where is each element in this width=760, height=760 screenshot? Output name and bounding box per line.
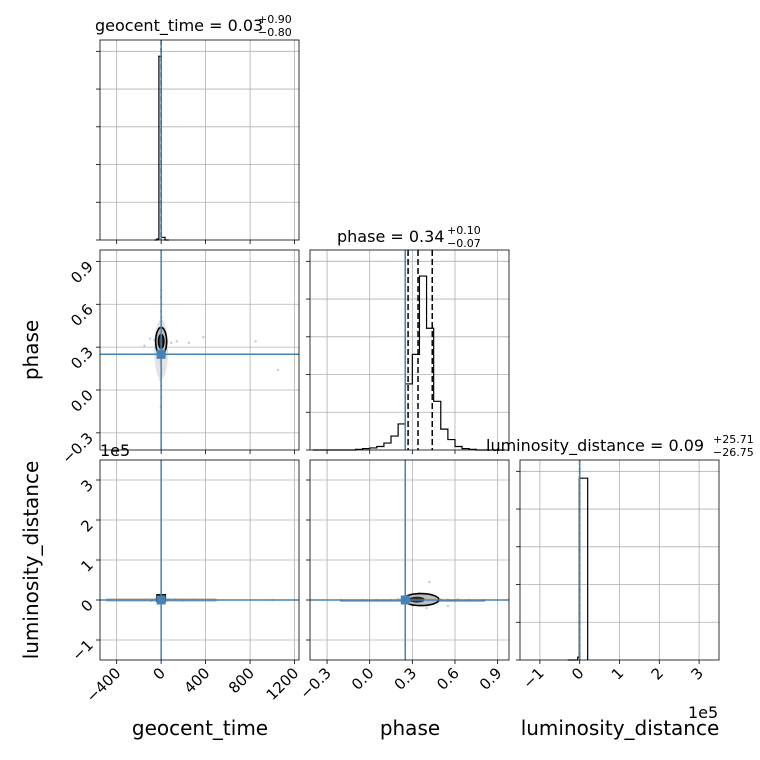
panel-ld-vs-phase-point-24: [446, 604, 450, 608]
panel-ld-vs-geocent-time-yticklabel-1: 0: [77, 596, 96, 615]
hist-geocent-time-bg: [100, 40, 299, 240]
panel-ld-vs-geocent-time-xticklabel-2: 400: [180, 664, 213, 697]
panel-ld-vs-geocent-time-yticklabel-3: 2: [77, 516, 96, 535]
title-geocent-time-minus: −0.80: [258, 26, 292, 39]
xlabel-luminosity-distance: luminosity_distance: [521, 716, 720, 740]
hist-luminosity-distance-xticklabel-4: 3: [687, 664, 706, 683]
panel-ld-vs-geocent-time-xticklabel-1: 0: [149, 664, 168, 683]
panel-phase-vs-geocent-time-border: [99, 249, 300, 451]
panel-ld-vs-phase-xticklabel-4: 0.9: [476, 664, 506, 694]
panel-ld-vs-geocent-time-yticklabel-2: 1: [77, 556, 96, 575]
panel-ld-vs-geocent-time-yticklabel-0: −1: [68, 636, 96, 664]
panel-phase-vs-geocent-time-point-28: [254, 340, 257, 343]
hist-geocent-time-step: [154, 55, 169, 241]
panel-phase-vs-geocent-time-yticklabel-0: −0.3: [58, 429, 96, 467]
panel-ld-vs-geocent-time-yticklabel-4: 3: [77, 476, 96, 495]
panel-phase-vs-geocent-time-yticklabel-4: 0.9: [67, 258, 97, 288]
hist-luminosity-distance-xticklabel-1: 0: [568, 664, 587, 683]
hist-luminosity-distance-xticklabel-3: 2: [648, 664, 667, 683]
offset-text-x: 1e5: [688, 703, 718, 722]
panel-phase-vs-geocent-time-yticklabel-3: 0.6: [67, 300, 97, 330]
xlabel-geocent-time: geocent_time: [132, 716, 268, 740]
panel-phase-vs-geocent-time-truth-marker: [156, 349, 166, 359]
panel-ld-vs-phase-xticklabel-1: 0.0: [348, 664, 378, 694]
hist-phase-border: [309, 249, 510, 451]
panel-phase-vs-geocent-time-point-29: [276, 368, 280, 372]
panel-phase-vs-geocent-time-point-22: [169, 341, 173, 345]
panel-phase-vs-geocent-time-yticklabel-2: 0.3: [67, 343, 97, 373]
panel-phase-vs-geocent-time-point-25: [143, 344, 146, 347]
panel-ld-vs-phase-point-23: [428, 580, 431, 584]
panel-ld-vs-geocent-time-xticklabel-4: 1200: [263, 664, 303, 704]
panel-ld-vs-phase-xticklabel-2: 0.3: [391, 664, 421, 694]
panel-phase-vs-geocent-time-bg: [100, 250, 299, 450]
panel-phase-vs-geocent-time-yticklabel-1: 0.0: [67, 386, 97, 416]
panel-ld-vs-phase-truth-marker: [400, 595, 410, 605]
title-geocent-time-plus: +0.90: [258, 13, 292, 26]
xlabel-phase: phase: [380, 716, 440, 740]
panel-ld-vs-geocent-time-xticklabel-0: −400: [83, 664, 125, 706]
panel-ld-vs-phase-point-22: [425, 606, 428, 610]
title-geocent-time: geocent_time = 0.03: [95, 16, 263, 36]
panel-phase-vs-geocent-time-point-26: [187, 341, 191, 345]
offset-text-y: 1e5: [100, 441, 130, 460]
panel-ld-vs-geocent-time-xticklabel-3: 800: [225, 664, 258, 697]
title-luminosity-distance-plus: +25.71: [713, 433, 754, 446]
title-luminosity-distance-minus: −26.75: [713, 446, 754, 459]
title-phase-minus: −0.07: [447, 237, 481, 250]
ylabel-phase: phase: [19, 320, 43, 380]
hist-phase-bg: [310, 250, 509, 450]
title-luminosity-distance: luminosity_distance = 0.09: [486, 436, 704, 456]
panel-ld-vs-phase-xticklabel-0: −0.3: [296, 664, 334, 702]
hist-geocent-time-border: [99, 39, 300, 241]
panel-ld-vs-geocent-time-truth-marker: [156, 595, 166, 605]
hist-phase-step: [312, 275, 505, 451]
hist-luminosity-distance-xticklabel-0: −1: [519, 664, 547, 692]
panel-phase-vs-geocent-time-point-27: [202, 335, 205, 339]
panel-phase-vs-geocent-time-point-24: [175, 340, 178, 343]
ylabel-luminosity-distance: luminosity_distance: [19, 461, 43, 660]
panel-ld-vs-phase-xticklabel-3: 0.6: [433, 664, 463, 694]
title-phase: phase = 0.34: [337, 227, 444, 246]
panel-phase-vs-geocent-time-point-23: [148, 337, 152, 340]
title-phase-plus: +0.10: [447, 224, 481, 237]
hist-luminosity-distance-xticklabel-2: 1: [608, 664, 627, 683]
